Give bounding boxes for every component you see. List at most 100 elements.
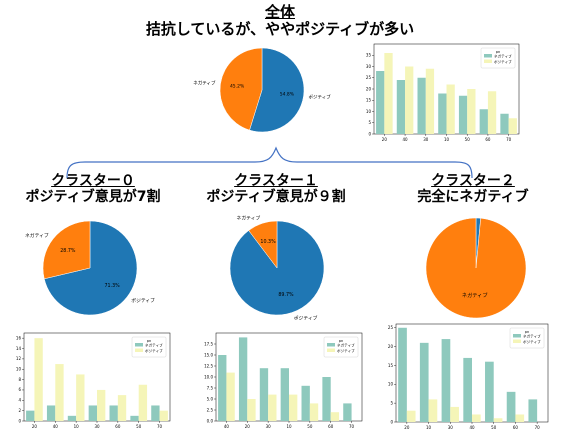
bar-c2-xtick-label: 70 xyxy=(535,425,541,430)
pie-all-label-positive: ポジティブ xyxy=(309,94,332,101)
bar-c1-negative-70 xyxy=(343,403,352,421)
bar-c0-ytick-label: 10 xyxy=(16,367,22,372)
pie-c2-slice-negative xyxy=(425,217,527,319)
bar-c2-xtick-label: 30 xyxy=(448,425,454,430)
bar-all-positive-20 xyxy=(384,53,393,134)
bar-c1-negative-30 xyxy=(259,368,269,421)
pie-chart-overall: 54.8% ポジティブ 45.2% ネガティブ xyxy=(193,47,332,133)
bar-c1-ytick-label: 17.5 xyxy=(204,341,213,346)
bar-c1-positive-40 xyxy=(226,372,235,421)
bar-all-legend-title: pn xyxy=(496,50,501,54)
bar-all-negative-70 xyxy=(500,113,509,134)
bar-c0-ytick-label: 8 xyxy=(18,377,21,382)
pie-all-slice-positive xyxy=(249,47,305,133)
bar-all-negative-30 xyxy=(417,77,426,134)
pie-c0-label-positive: ポジティブ xyxy=(131,297,155,304)
title-overall: 全体 拮抗しているが、ややポジティブが多い xyxy=(120,4,440,38)
title-overall-sub: 拮抗しているが、ややポジティブが多い xyxy=(145,19,415,38)
bar-c0-ytick-label: 2 xyxy=(18,408,21,413)
bar-all-ytick-label: 20 xyxy=(366,86,372,91)
bar-c2-ytick-label: 0 xyxy=(390,419,393,424)
bar-all-positive-60 xyxy=(487,91,497,134)
bar-c0-positive-40 xyxy=(55,364,64,421)
bar-all-xtick-label: 60 xyxy=(485,137,491,142)
bar-c1-ytick-label: 10.0 xyxy=(204,374,213,379)
bar-c0-xtick-label: 70 xyxy=(157,424,163,429)
bar-c0-ytick-label: 4 xyxy=(18,398,21,403)
bar-c1-xtick-label: 30 xyxy=(266,424,272,429)
bar-c1-positive-10 xyxy=(289,394,298,421)
bar-all-ytick-label: 10 xyxy=(366,109,372,114)
title-cluster-2-main: クラスター２ xyxy=(431,173,515,189)
bar-all-negative-10 xyxy=(438,93,447,134)
bar-c1-legend-swatch-0 xyxy=(327,343,335,347)
title-overall-main: 全体 xyxy=(264,3,295,21)
bar-all-ytick-label: 15 xyxy=(366,98,372,103)
bar-all-legend-entry-0: ネガティブ xyxy=(494,53,512,58)
bar-all-ytick-label: 30 xyxy=(366,64,372,69)
bar-c0-legend-swatch-0 xyxy=(135,343,143,347)
pie-c1-value-label-1: 10.3% xyxy=(260,239,276,245)
bar-c2-ytick-label: 5 xyxy=(390,400,393,405)
bar-c2-negative-40 xyxy=(463,357,472,422)
bar-c2-legend-swatch-1 xyxy=(513,339,521,343)
bar-c1-xtick-label: 20 xyxy=(245,424,251,429)
bar-c0-positive-20 xyxy=(34,338,43,421)
title-cluster-0: クラスター０ ポジティブ意見が7割 xyxy=(0,173,186,205)
bar-all-positive-70 xyxy=(508,118,517,134)
pie-c1-slice-negative xyxy=(248,220,278,269)
bar-c0-legend-entry-0: ネガティブ xyxy=(145,342,163,347)
bar-c0-xtick-label: 50 xyxy=(136,424,142,429)
bar-c1-ytick-label: 2.5 xyxy=(207,407,214,412)
bar-c0-legend-entry-1: ポジティブ xyxy=(145,348,163,353)
bar-c0-positive-50 xyxy=(138,384,148,421)
bar-c2-legend-swatch-0 xyxy=(513,334,521,338)
bar-c0-ytick-label: 0 xyxy=(18,418,21,423)
bar-all-positive-40 xyxy=(405,66,414,134)
bar-c2-ytick-label: 25 xyxy=(388,325,394,330)
bar-c2-positive-50 xyxy=(493,418,503,422)
bar-c2-xtick-label: 60 xyxy=(513,425,519,430)
bar-all-positive-10 xyxy=(446,84,455,134)
bar-all-xtick-label: 50 xyxy=(465,137,471,142)
title-cluster-2: クラスター２ 完全にネガティブ xyxy=(380,173,566,205)
bar-c1-negative-40 xyxy=(218,355,227,421)
title-cluster-0-main: クラスター０ xyxy=(51,173,135,189)
bar-c2-negative-10 xyxy=(419,342,429,422)
pie-c0-label-negative: ネガティブ xyxy=(25,232,49,239)
pie-all-value-label-1: 45.2% xyxy=(230,84,245,90)
bar-c0-positive-30 xyxy=(97,389,106,421)
bar-all-negative-50 xyxy=(458,95,468,134)
bar-c2-negative-70 xyxy=(528,399,538,422)
bar-c1-ytick-label: 7.5 xyxy=(207,385,214,390)
bar-c1-legend-entry-0: ネガティブ xyxy=(337,342,355,347)
bar-c0-legend-swatch-1 xyxy=(135,348,143,352)
title-cluster-2-sub: 完全にネガティブ xyxy=(417,188,529,205)
bar-chart-cluster-1: 0.0 2.5 5.0 7.5 10.0 12.5 15.0 17.5 40 20 30 10 50 60… xyxy=(204,332,363,429)
bar-c0-positive-70 xyxy=(159,410,168,421)
bar-all-legend-swatch-1 xyxy=(484,59,492,63)
pie-c0-value-label-1: 28.7% xyxy=(60,248,76,254)
bar-c0-xtick-label: 30 xyxy=(94,424,100,429)
bar-all-legend-swatch-0 xyxy=(484,54,492,58)
bar-all-negative-60 xyxy=(479,109,488,134)
bar-c2-negative-60 xyxy=(506,391,516,422)
pie-chart-cluster-0: 71.3% ポジティブ 28.7% ネガティブ xyxy=(25,220,155,316)
bar-c1-legend-entry-1: ポジティブ xyxy=(337,348,355,353)
bar-all-xtick-label: 10 xyxy=(444,137,450,142)
bar-c0-ytick-label: 14 xyxy=(16,346,22,351)
bar-c0-positive-10 xyxy=(76,374,85,421)
bar-c1-ytick-label: 12.5 xyxy=(204,363,213,368)
pie-all-slice-negative xyxy=(219,47,263,131)
bar-c0-xtick-label: 10 xyxy=(74,424,80,429)
bar-c1-legend-swatch-1 xyxy=(327,348,335,352)
bar-c1-legend-title: pn xyxy=(339,339,344,343)
bar-c0-negative-50 xyxy=(130,415,139,421)
bar-c1-xtick-label: 40 xyxy=(224,424,230,429)
bar-c2-positive-60 xyxy=(515,414,525,422)
bar-c2-legend-title: pn xyxy=(525,330,530,334)
pie-c0-slice-negative xyxy=(42,220,91,280)
